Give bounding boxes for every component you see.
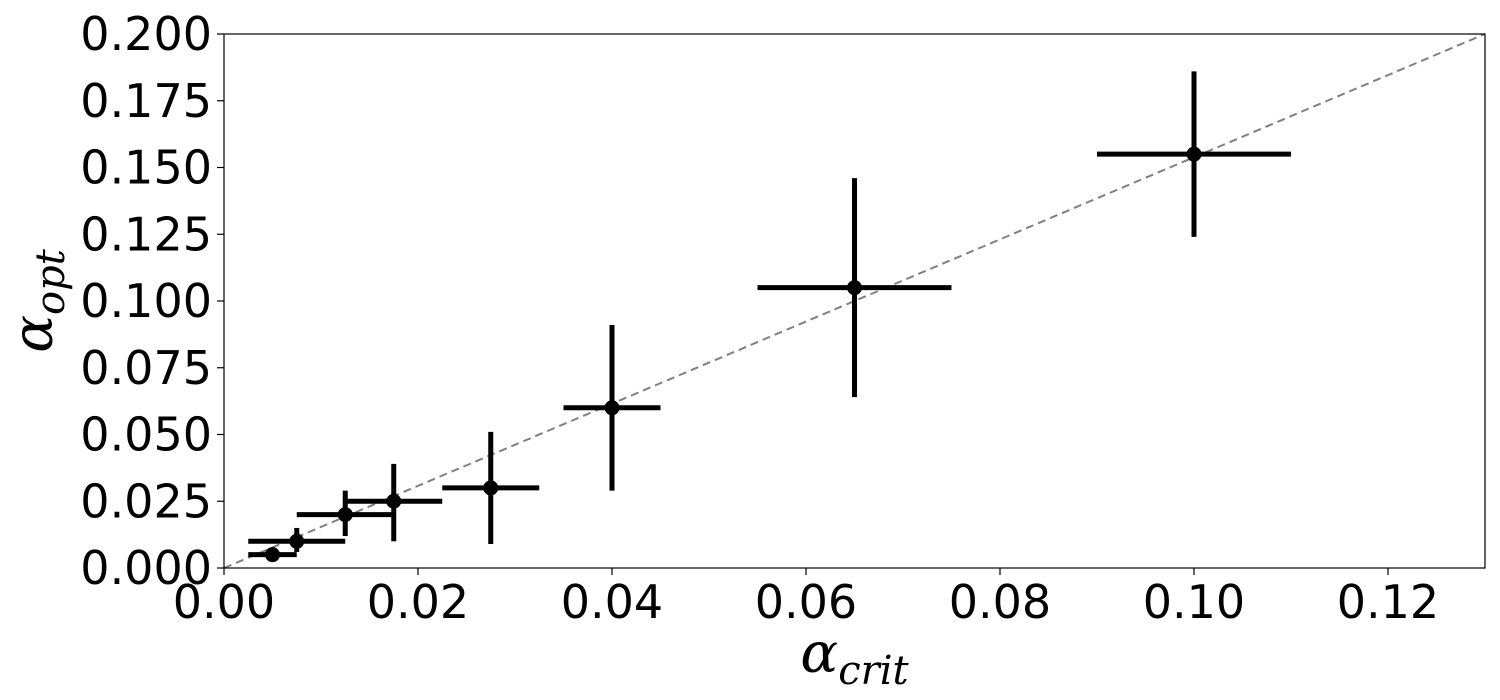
data-point xyxy=(483,480,499,496)
y-tick-label: 0.125 xyxy=(80,207,212,261)
x-tick-label: 0.04 xyxy=(561,575,663,629)
data-point xyxy=(604,400,620,416)
data-point-group xyxy=(296,490,394,536)
data-layer xyxy=(248,71,1291,563)
data-point-group xyxy=(248,547,297,563)
y-tick-label: 0.050 xyxy=(80,408,212,462)
data-point-group xyxy=(345,463,443,542)
y-tick-label: 0.200 xyxy=(80,7,212,61)
data-point xyxy=(265,547,280,563)
x-axis-ticks: 0.00 0.02 0.04 0.06 0.08 0.10 0.12 xyxy=(173,568,1439,629)
data-point-group xyxy=(563,325,661,491)
data-point-group xyxy=(442,431,540,544)
data-point xyxy=(337,507,353,523)
x-tick-label: 0.08 xyxy=(949,575,1051,629)
x-tick-label: 0.02 xyxy=(367,575,469,629)
x-axis-label: αcrit xyxy=(800,621,909,694)
data-point xyxy=(289,533,305,549)
data-point-group xyxy=(757,178,952,398)
data-point xyxy=(1186,146,1202,162)
y-tick-label: 0.100 xyxy=(80,274,212,328)
y-tick-label: 0.150 xyxy=(80,141,212,195)
y-axis-label-main: α xyxy=(1,315,66,353)
y-axis-label-subscript: opt xyxy=(28,248,74,315)
reference-line-layer xyxy=(223,33,1486,569)
y-axis-ticks: 0.000 0.025 0.050 0.075 0.100 0.125 0.150 0.175… xyxy=(80,7,224,595)
data-point-group xyxy=(1097,71,1291,237)
reference-diagonal-line xyxy=(223,33,1486,569)
x-tick-label: 0.10 xyxy=(1143,575,1245,629)
x-axis-label-subscript: crit xyxy=(838,648,909,694)
y-tick-label: 0.175 xyxy=(80,74,212,128)
y-tick-label: 0.000 xyxy=(80,541,212,595)
y-tick-label: 0.025 xyxy=(80,474,212,528)
data-point-group xyxy=(248,527,346,552)
data-point xyxy=(847,280,862,296)
x-tick-label: 0.12 xyxy=(1337,575,1439,629)
x-axis-label-main: α xyxy=(800,621,838,686)
y-tick-label: 0.075 xyxy=(80,341,212,395)
x-tick-label: 0.06 xyxy=(755,575,857,629)
data-point xyxy=(386,493,402,509)
y-axis-label: αopt xyxy=(1,248,74,353)
x-tick-label: 0.00 xyxy=(173,575,275,629)
